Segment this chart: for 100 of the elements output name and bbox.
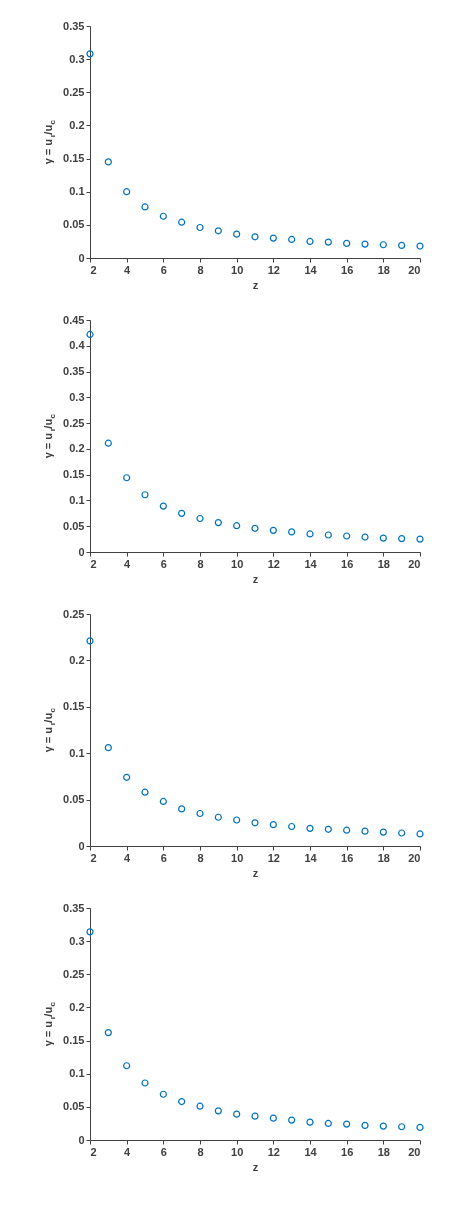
x-tick-label: 10 — [231, 557, 244, 570]
point — [269, 526, 277, 534]
y-tick-label: 0 — [78, 839, 85, 852]
x-tick-label: 8 — [197, 1145, 204, 1158]
point — [269, 821, 277, 829]
point — [306, 824, 314, 832]
point — [141, 491, 149, 499]
x-tick-label: 14 — [304, 263, 318, 276]
point — [398, 241, 406, 249]
point — [343, 826, 351, 834]
point — [398, 1123, 406, 1131]
point — [214, 519, 222, 527]
point — [398, 535, 406, 543]
point — [196, 809, 204, 818]
point — [269, 234, 277, 242]
y-tick-label: 0.3 — [69, 52, 85, 65]
x-tick-label: 4 — [124, 851, 132, 864]
y-tick-label: 0.2 — [69, 118, 85, 131]
point — [141, 1079, 149, 1087]
y-tick-label: 0.2 — [69, 442, 85, 455]
point — [86, 330, 94, 339]
point — [343, 532, 351, 540]
y-tick-label: 0.05 — [63, 218, 85, 231]
point — [178, 805, 186, 813]
y-tick-label: 0.1 — [69, 493, 85, 506]
point — [233, 816, 241, 824]
x-tick-label: 20 — [408, 557, 421, 570]
x-tick-label: 4 — [124, 263, 132, 276]
point — [416, 830, 424, 838]
x-tick-label: 12 — [267, 263, 280, 276]
point — [288, 822, 296, 831]
x-tick-label: 18 — [377, 851, 390, 864]
x-tick-label: 6 — [160, 851, 167, 864]
y-axis-title: γ = ur/uc — [42, 119, 57, 165]
x-tick-label: 18 — [377, 557, 390, 570]
point — [141, 788, 149, 796]
x-tick-label: 16 — [341, 263, 354, 276]
x-tick-label: 8 — [197, 851, 204, 864]
point — [196, 223, 204, 232]
point — [123, 773, 131, 781]
x-tick-label: 6 — [160, 1145, 167, 1158]
point — [214, 227, 222, 235]
point — [196, 1102, 204, 1110]
point — [86, 50, 94, 58]
point — [324, 531, 332, 539]
y-tick-label: 0.35 — [63, 19, 85, 32]
point — [178, 218, 186, 226]
point — [123, 188, 131, 196]
point — [104, 744, 112, 752]
x-tick-label: 14 — [304, 851, 318, 864]
x-axis-title: z — [252, 572, 259, 585]
point — [361, 1121, 369, 1130]
y-tick-label: 0 — [78, 545, 85, 558]
point — [141, 203, 149, 211]
x-axis-title: z — [252, 278, 259, 291]
x-tick-label: 2 — [90, 263, 97, 276]
point — [379, 1122, 387, 1130]
x-tick-label: 6 — [160, 557, 167, 570]
point — [159, 797, 167, 806]
point — [233, 230, 241, 238]
point — [379, 241, 387, 249]
x-tick-label: 2 — [90, 557, 97, 570]
point — [86, 928, 94, 936]
y-tick-label: 0.25 — [63, 416, 85, 429]
point — [324, 1119, 332, 1128]
y-axis-title: γ = ur/uc — [42, 707, 57, 753]
point — [159, 1090, 167, 1098]
point — [324, 238, 332, 246]
x-tick-label: 2 — [90, 851, 97, 864]
point — [269, 1114, 277, 1122]
y-tick-label: 0.1 — [69, 185, 85, 198]
point — [214, 1107, 222, 1115]
y-tick-label: 0.35 — [63, 901, 85, 914]
x-tick-label: 10 — [231, 851, 244, 864]
point — [288, 528, 296, 536]
y-tick-label: 0.1 — [69, 1067, 85, 1080]
x-tick-label: 16 — [341, 1145, 354, 1158]
point — [86, 637, 94, 645]
x-tick-label: 16 — [341, 851, 354, 864]
point — [251, 524, 259, 532]
point — [416, 1123, 424, 1131]
y-tick-label: 0.35 — [63, 365, 85, 378]
y-tick-label: 0.3 — [69, 934, 85, 947]
y-tick-label: 0 — [78, 1133, 85, 1146]
x-tick-label: 8 — [197, 263, 204, 276]
x-tick-label: 14 — [304, 1145, 318, 1158]
x-tick-label: 14 — [304, 557, 318, 570]
point — [104, 1029, 112, 1037]
point — [123, 1062, 131, 1070]
x-tick-label: 4 — [124, 1145, 132, 1158]
point — [361, 533, 369, 541]
y-tick-label: 0.2 — [69, 653, 85, 666]
point — [233, 1110, 241, 1118]
point — [361, 827, 369, 835]
point — [379, 534, 387, 542]
point — [288, 235, 296, 244]
y-tick-label: 0.15 — [63, 700, 85, 713]
point — [343, 1120, 351, 1128]
point — [159, 212, 167, 220]
point — [104, 158, 112, 166]
